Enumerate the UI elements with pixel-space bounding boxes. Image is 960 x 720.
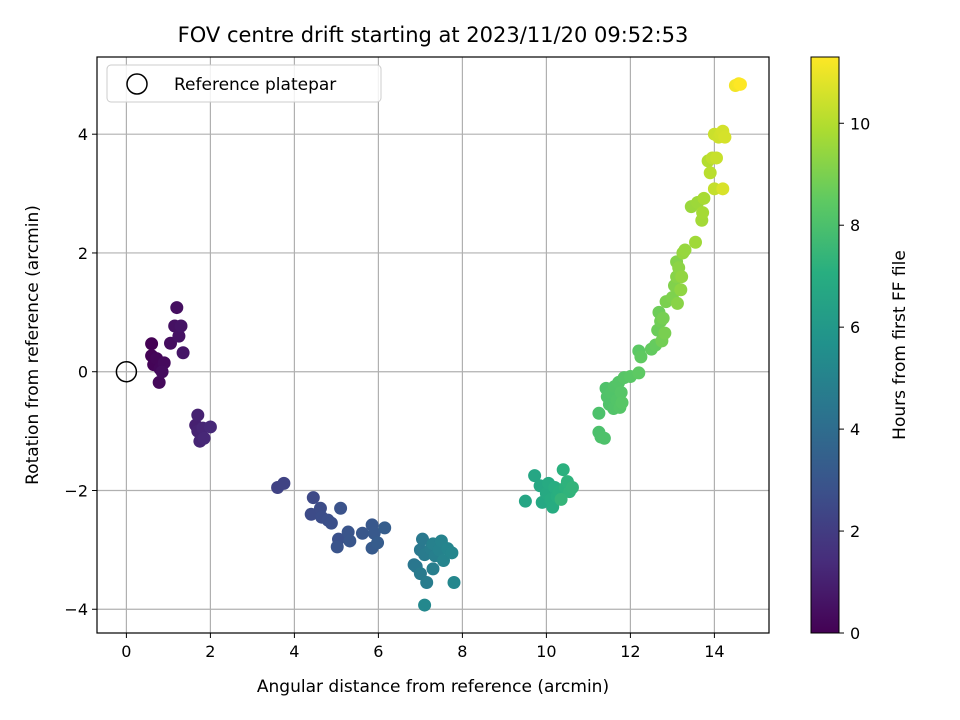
x-tick-label: 0	[121, 642, 131, 661]
data-point	[632, 366, 646, 380]
data-point	[656, 311, 670, 325]
legend-entry-reference: Reference platepar	[174, 75, 336, 95]
y-axis-label: Rotation from reference (arcmin)	[23, 205, 43, 485]
y-tick-label: 2	[78, 244, 88, 263]
data-point	[355, 526, 369, 540]
x-axis-label: Angular distance from reference (arcmin)	[257, 677, 609, 697]
x-tick-label: 2	[205, 642, 215, 661]
data-point	[678, 243, 692, 257]
data-points	[145, 77, 747, 612]
x-tick-label: 4	[289, 642, 299, 661]
data-point	[203, 420, 217, 434]
y-tick-label: −4	[64, 600, 88, 619]
data-point	[634, 350, 648, 364]
data-point	[546, 500, 560, 514]
y-axis-ticks: −4 −2 0 2 4	[64, 125, 97, 619]
data-point	[697, 191, 711, 205]
data-point	[615, 396, 629, 410]
colorbar-label: Hours from first FF file	[890, 250, 910, 440]
data-point	[324, 516, 338, 530]
data-point	[554, 492, 568, 506]
data-point	[343, 534, 357, 548]
colorbar-tick-label: 6	[850, 318, 860, 337]
x-tick-label: 12	[620, 642, 640, 661]
data-point	[518, 494, 532, 508]
data-point	[675, 270, 689, 284]
colorbar	[810, 56, 840, 634]
data-point	[565, 481, 579, 495]
data-point	[420, 576, 434, 590]
data-point	[528, 469, 542, 483]
colorbar-tick-label: 4	[850, 420, 860, 439]
data-point	[176, 346, 190, 360]
data-point	[592, 406, 606, 420]
data-point	[718, 130, 732, 144]
x-tick-label: 6	[373, 642, 383, 661]
x-tick-label: 8	[457, 642, 467, 661]
x-tick-label: 14	[704, 642, 724, 661]
data-point	[696, 206, 710, 220]
colorbar-tick-label: 8	[850, 216, 860, 235]
data-point	[614, 386, 628, 400]
chart-title: FOV centre drift starting at 2023/11/20 …	[178, 23, 689, 47]
data-point	[447, 576, 461, 590]
colorbar-tick-label: 10	[850, 114, 870, 133]
y-tick-label: 0	[78, 363, 88, 382]
data-point	[418, 598, 432, 612]
data-point	[334, 501, 348, 515]
reference-marker-group	[115, 360, 138, 383]
data-point	[445, 546, 459, 560]
data-point	[710, 151, 723, 165]
plot-frame	[96, 56, 770, 634]
data-point	[197, 431, 211, 445]
data-point	[670, 296, 684, 310]
data-point	[174, 319, 188, 333]
legend-box	[106, 64, 382, 103]
y-tick-label: −2	[64, 481, 88, 500]
data-point	[170, 301, 184, 315]
data-point	[172, 329, 186, 343]
data-point	[330, 540, 344, 554]
data-point	[378, 521, 392, 535]
data-point	[277, 476, 291, 490]
reference-platepar-marker	[115, 360, 138, 383]
data-point	[191, 408, 205, 422]
legend: Reference platepar	[106, 64, 382, 103]
data-point	[416, 532, 429, 546]
colorbar-ticks: 0 2 4 6 8 10	[839, 114, 870, 643]
data-point	[437, 554, 450, 568]
colorbar-tick-label: 0	[850, 624, 860, 643]
colorbar-tick-label: 2	[850, 522, 860, 541]
data-point	[304, 507, 318, 521]
data-point	[152, 375, 166, 389]
x-axis-ticks: 0 2 4 6 8 10 12 14	[121, 633, 725, 661]
data-point	[733, 77, 747, 91]
data-point	[155, 365, 169, 379]
data-point	[371, 536, 385, 550]
data-point	[556, 463, 570, 477]
data-point	[426, 562, 440, 576]
data-point	[145, 337, 159, 351]
data-point	[658, 326, 672, 340]
data-point	[703, 166, 717, 180]
data-point	[597, 431, 611, 445]
y-tick-label: 4	[78, 125, 88, 144]
x-tick-label: 10	[536, 642, 556, 661]
data-point	[716, 182, 730, 196]
legend-reference-marker	[126, 73, 148, 95]
data-point	[306, 491, 320, 505]
data-point	[674, 283, 688, 297]
data-point	[689, 235, 702, 249]
